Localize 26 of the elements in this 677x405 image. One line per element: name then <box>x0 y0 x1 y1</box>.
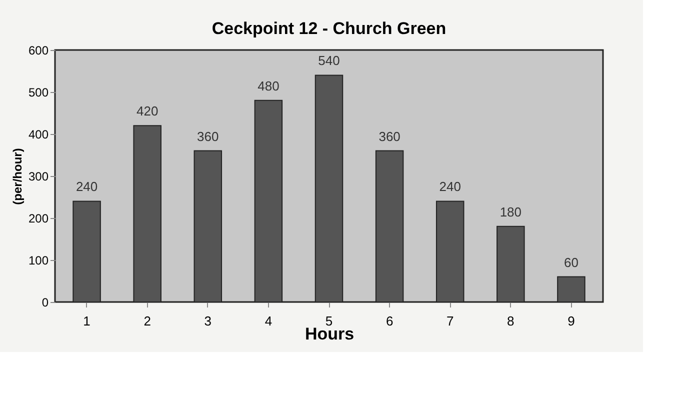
data-label: 360 <box>197 128 219 144</box>
x-tick-label: 1 <box>83 314 90 328</box>
x-tick-label: 8 <box>507 314 514 328</box>
y-tick-label: 500 <box>28 86 49 100</box>
chart-title: Ceckpoint 12 - Church Green <box>212 19 446 38</box>
data-label: 180 <box>500 204 522 220</box>
x-tick-label: 4 <box>264 314 272 328</box>
y-tick-label: 100 <box>28 254 49 268</box>
data-label: 540 <box>318 53 340 68</box>
data-label: 480 <box>258 78 280 94</box>
y-tick-label: 300 <box>28 170 49 184</box>
y-tick-label: 0 <box>42 296 49 310</box>
data-label: 240 <box>439 179 461 194</box>
y-tick-label: 400 <box>28 128 49 142</box>
data-label: 420 <box>136 104 158 119</box>
x-tick-label: 7 <box>446 314 454 328</box>
y-axis-title: (per/hour) <box>10 148 24 205</box>
data-label: 240 <box>76 179 98 194</box>
x-tick-label: 6 <box>386 314 394 328</box>
x-tick-label: 9 <box>568 314 575 328</box>
data-label: 360 <box>378 128 400 144</box>
x-tick-label: 2 <box>144 314 151 328</box>
data-label: 60 <box>564 254 578 270</box>
y-tick-label: 200 <box>28 212 49 226</box>
x-tick-label: 3 <box>204 314 212 328</box>
y-tick-label: 600 <box>28 44 49 58</box>
